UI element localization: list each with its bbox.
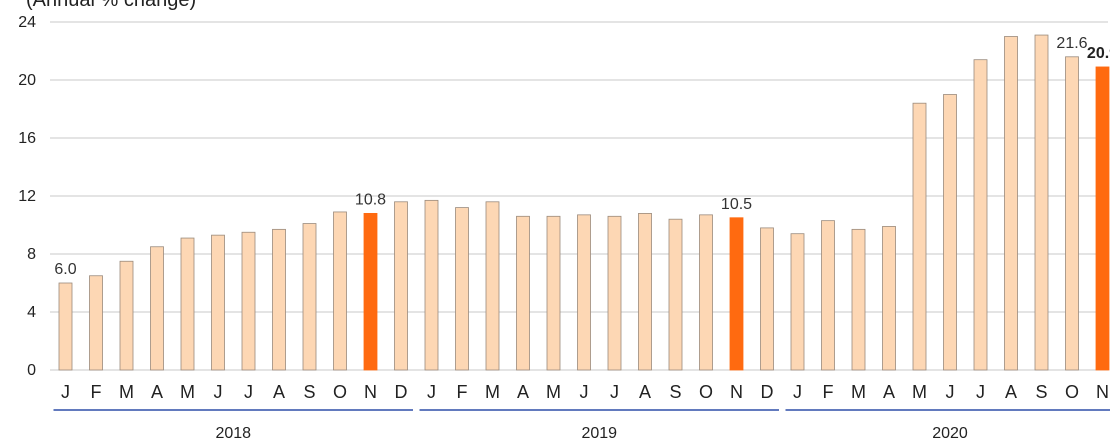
bar bbox=[455, 207, 469, 371]
x-category-label: F bbox=[823, 382, 834, 402]
data-label: 20.9 bbox=[1087, 45, 1110, 62]
x-category-label: O bbox=[1065, 382, 1079, 402]
bar bbox=[943, 94, 957, 371]
x-category-label: N bbox=[364, 382, 377, 402]
bar bbox=[241, 231, 256, 371]
x-category-label: N bbox=[730, 382, 743, 402]
x-category-label: O bbox=[699, 382, 713, 402]
bar-highlight bbox=[729, 217, 744, 371]
y-tick-label: 20 bbox=[18, 72, 36, 89]
y-tick-label: 8 bbox=[27, 246, 36, 263]
x-category-label: M bbox=[851, 382, 866, 402]
y-tick-label: 4 bbox=[27, 304, 36, 321]
bar bbox=[1065, 56, 1079, 371]
x-category-label: M bbox=[180, 382, 195, 402]
x-category-label: D bbox=[395, 382, 408, 402]
x-category-label: J bbox=[427, 382, 436, 402]
x-category-label: A bbox=[639, 382, 651, 402]
x-category-label: J bbox=[580, 382, 589, 402]
x-category-label: S bbox=[303, 382, 315, 402]
x-category-label: M bbox=[546, 382, 561, 402]
x-category-label: M bbox=[485, 382, 500, 402]
x-category-label: J bbox=[61, 382, 70, 402]
bar bbox=[760, 227, 774, 371]
x-category-label: N bbox=[1096, 382, 1109, 402]
year-label: 2018 bbox=[215, 425, 251, 442]
bar bbox=[302, 223, 317, 371]
bar-highlight bbox=[363, 212, 378, 371]
x-category-label: J bbox=[946, 382, 955, 402]
bar bbox=[516, 215, 530, 371]
bar bbox=[577, 214, 591, 371]
y-axis-label: (Annual % change) bbox=[26, 0, 196, 11]
x-category-label: M bbox=[119, 382, 134, 402]
year-groups: 2018 2019 2020 bbox=[53, 409, 1110, 442]
bar bbox=[821, 220, 835, 371]
data-label: 10.5 bbox=[721, 196, 752, 213]
x-category-label: A bbox=[151, 382, 163, 402]
x-category-label: S bbox=[1035, 382, 1047, 402]
y-tick-label: 12 bbox=[18, 188, 36, 205]
bar bbox=[668, 218, 683, 371]
bar bbox=[333, 211, 347, 371]
x-category-label: A bbox=[273, 382, 285, 402]
bar bbox=[638, 212, 652, 371]
data-label: 10.8 bbox=[355, 191, 386, 208]
y-tick-label: 16 bbox=[18, 130, 36, 147]
bar bbox=[912, 102, 927, 371]
y-tick-label: 0 bbox=[27, 362, 36, 379]
bar bbox=[546, 215, 561, 371]
x-category-label: A bbox=[883, 382, 895, 402]
x-category-label: F bbox=[91, 382, 102, 402]
bar bbox=[882, 226, 896, 371]
x-category-label: F bbox=[457, 382, 468, 402]
x-category-label: J bbox=[976, 382, 985, 402]
bar bbox=[180, 237, 195, 371]
x-category-label: J bbox=[610, 382, 619, 402]
bar bbox=[89, 275, 103, 371]
year-label: 2020 bbox=[932, 425, 968, 442]
x-category-label: D bbox=[761, 382, 774, 402]
x-category-label: A bbox=[1005, 382, 1017, 402]
x-category-label: O bbox=[333, 382, 347, 402]
bar bbox=[272, 228, 286, 371]
data-label: 21.6 bbox=[1056, 35, 1087, 52]
data-labels: 6.0 10.8 10.5 21.620.9 bbox=[54, 35, 1110, 278]
bar bbox=[607, 215, 622, 371]
bars bbox=[58, 34, 1110, 371]
bar bbox=[1034, 34, 1049, 371]
bar bbox=[58, 282, 73, 371]
bar bbox=[119, 260, 134, 371]
bar bbox=[211, 234, 225, 371]
x-category-label: M bbox=[912, 382, 927, 402]
y-ticks: 0 4 8 12 16 20 24 bbox=[18, 14, 36, 379]
x-category-label: J bbox=[793, 382, 802, 402]
bar bbox=[424, 199, 439, 371]
bar bbox=[973, 59, 988, 371]
data-label: 6.0 bbox=[54, 261, 76, 278]
bar bbox=[394, 201, 408, 371]
year-label: 2019 bbox=[581, 425, 617, 442]
y-tick-label: 24 bbox=[18, 14, 36, 31]
x-category-label: J bbox=[244, 382, 253, 402]
bar bbox=[150, 246, 164, 371]
bar bbox=[485, 201, 500, 371]
bar-highlight bbox=[1095, 66, 1110, 371]
bar bbox=[699, 214, 713, 371]
x-category-label: A bbox=[517, 382, 529, 402]
x-category-label: J bbox=[214, 382, 223, 402]
x-category-label: S bbox=[669, 382, 681, 402]
bar bbox=[790, 233, 805, 371]
bar bbox=[1004, 36, 1018, 371]
bar bbox=[851, 228, 866, 371]
